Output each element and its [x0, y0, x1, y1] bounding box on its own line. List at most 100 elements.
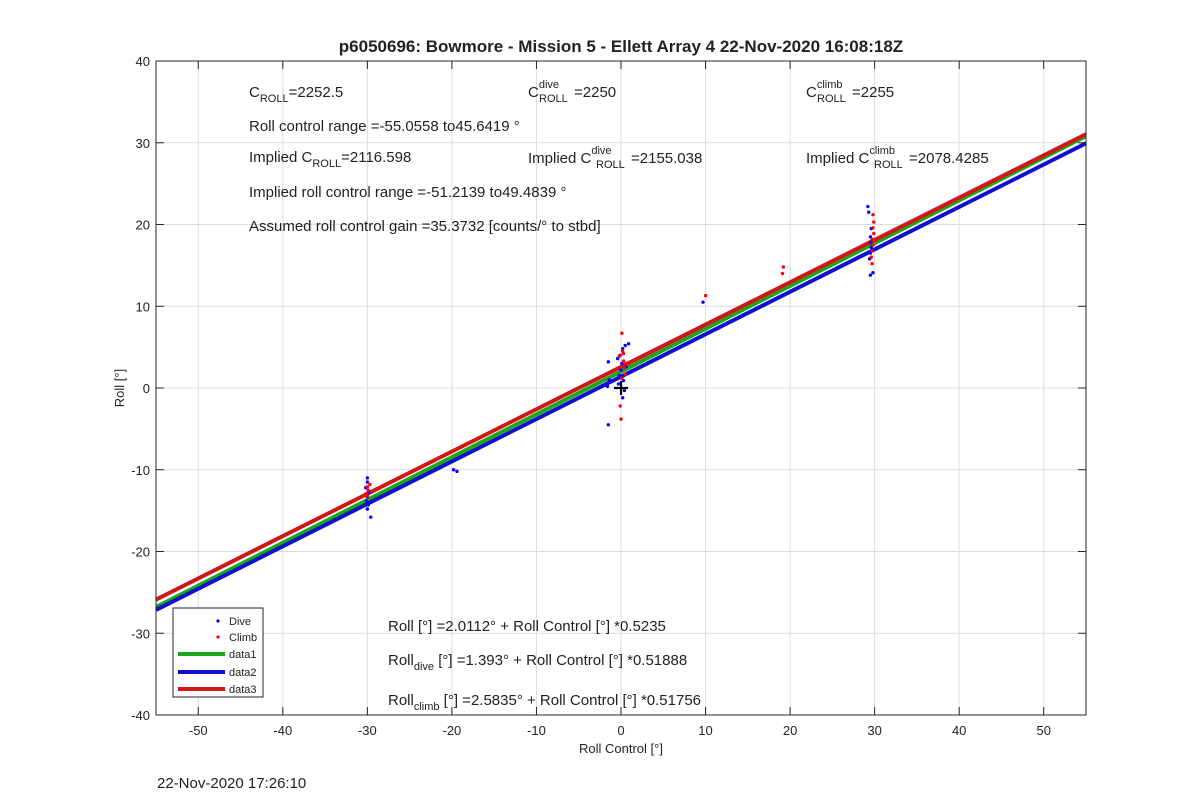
point-climb: [366, 488, 370, 492]
point-climb: [781, 265, 786, 269]
point-climb: [621, 359, 626, 363]
point-climb: [621, 351, 626, 356]
point-dive: [455, 469, 459, 474]
point-climb: [871, 226, 875, 230]
point-dive: [621, 378, 626, 383]
y-tick-label: 30: [136, 136, 150, 151]
x-axis-label: Roll Control [°]: [579, 741, 663, 756]
point-climb: [365, 494, 370, 498]
x-tick-label: 0: [617, 723, 624, 738]
point-dive: [622, 388, 627, 393]
point-climb: [871, 243, 875, 247]
point-dive: [606, 360, 611, 364]
point-dive: [620, 361, 624, 366]
point-dive: [868, 240, 873, 245]
legend: Dive Climb data1 data2 data3: [172, 607, 264, 698]
y-tick-label: -10: [131, 463, 150, 478]
annotation-implied-croll-dive-value: =2155.038: [631, 150, 702, 167]
point-dive: [364, 499, 369, 503]
x-tick-label: -50: [189, 723, 208, 738]
annotation-implied-croll-dive-sub: ROLL: [596, 159, 625, 171]
point-dive: [366, 503, 370, 507]
chart-title: p6050696: Bowmore - Mission 5 - Ellett A…: [339, 37, 903, 56]
annotation-fit-all: Roll [°] =2.0112° + Roll Control [°] *0.…: [388, 618, 666, 635]
point-dive: [868, 251, 873, 255]
x-tick-label: -30: [358, 723, 377, 738]
point-dive: [868, 235, 873, 239]
legend-data1-label: data1: [229, 649, 257, 661]
y-tick-label: 40: [136, 54, 150, 69]
point-dive: [607, 378, 611, 382]
point-dive: [365, 480, 370, 484]
annotation-croll: CROLL=2252.5: [249, 84, 343, 105]
data-layer: [156, 132, 1086, 612]
x-tick-label: 40: [952, 723, 966, 738]
point-climb: [620, 331, 624, 335]
point-dive: [365, 476, 370, 480]
x-tick-label: 30: [867, 723, 881, 738]
annotation-fit-dive: Rolldive [°] =1.393° + Roll Control [°] …: [388, 652, 687, 673]
fit-line-data3: [156, 132, 1086, 602]
point-climb: [869, 255, 873, 259]
tick-layer: -50 -40 -30 -20 -10 0 10 20 30 40 50 -40 -30 -20 -10 0 1…: [131, 54, 1086, 738]
y-tick-label: -40: [131, 708, 150, 723]
point-dive: [869, 245, 873, 250]
point-dive: [451, 468, 456, 472]
x-tick-label: 50: [1036, 723, 1050, 738]
point-dive: [369, 515, 373, 519]
legend-data3-label: data3: [229, 684, 257, 696]
x-tick-label: 20: [783, 723, 797, 738]
annotation-roll-range: Roll control range =-55.0558 to45.6419 °: [249, 118, 520, 135]
y-tick-label: 10: [136, 299, 150, 314]
point-climb: [870, 248, 874, 253]
annotation-croll-climb: Cclimb: [806, 79, 843, 101]
annotation-croll-dive: Cdive: [528, 79, 559, 101]
legend-dive-label: Dive: [229, 616, 251, 628]
legend-dive-marker: [216, 619, 220, 623]
point-climb: [617, 354, 622, 358]
point-climb: [780, 271, 785, 276]
y-tick-label: 0: [143, 381, 150, 396]
point-climb: [872, 220, 876, 224]
x-tick-label: 10: [698, 723, 712, 738]
point-dive: [606, 423, 611, 427]
point-dive: [620, 396, 625, 400]
legend-climb-marker: [216, 635, 220, 639]
point-climb: [624, 361, 628, 366]
point-dive: [868, 273, 873, 277]
point-climb: [620, 376, 624, 380]
annotation-implied-croll: Implied CROLL=2116.598: [249, 149, 411, 170]
y-tick-label: -30: [131, 626, 150, 641]
point-climb: [365, 485, 370, 489]
annotation-implied-croll-climb-value: =2078.4285: [909, 150, 989, 167]
point-dive: [866, 204, 870, 209]
point-climb: [871, 212, 875, 217]
point-climb: [618, 404, 622, 408]
x-tick-label: -40: [273, 723, 292, 738]
point-climb: [872, 231, 876, 236]
legend-data2-label: data2: [229, 667, 257, 679]
y-axis-label: Roll [°]: [112, 369, 127, 407]
point-climb: [870, 237, 874, 241]
footer-timestamp: 22-Nov-2020 17:26:10: [157, 775, 306, 792]
point-climb: [870, 262, 874, 266]
x-tick-label: -10: [527, 723, 546, 738]
y-tick-label: -20: [131, 545, 150, 560]
point-dive: [616, 382, 621, 386]
point-climb: [619, 417, 623, 421]
point-dive: [620, 347, 625, 351]
x-tick-label: -20: [443, 723, 462, 738]
point-climb: [368, 482, 372, 487]
annotation-implied-range: Implied roll control range =-51.2139 to4…: [249, 184, 566, 201]
y-tick-label: 20: [136, 218, 150, 233]
annotation-gain: Assumed roll control gain =35.3732 [coun…: [249, 218, 601, 235]
fit-line-data2: [156, 141, 1086, 612]
annotation-croll-dive-value: =2250: [574, 84, 616, 101]
point-dive: [626, 342, 631, 346]
legend-climb-label: Climb: [229, 632, 257, 644]
point-climb: [623, 372, 627, 376]
annotation-croll-dive-sub: ROLL: [539, 93, 568, 105]
annotation-croll-climb-value: =2255: [852, 84, 894, 101]
annotation-implied-croll-dive: Implied Cdive: [528, 145, 612, 167]
